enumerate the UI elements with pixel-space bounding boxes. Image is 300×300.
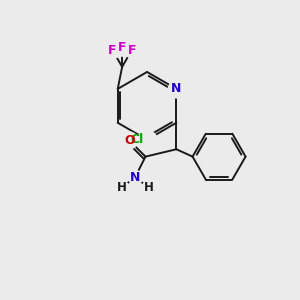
Text: F: F	[108, 44, 117, 57]
Text: H: H	[143, 181, 153, 194]
Text: N: N	[130, 171, 140, 184]
Text: O: O	[124, 134, 135, 147]
Text: H: H	[117, 181, 127, 194]
Text: F: F	[118, 41, 126, 54]
Text: Cl: Cl	[130, 133, 143, 146]
Text: N: N	[171, 82, 182, 95]
Text: F: F	[128, 44, 136, 57]
